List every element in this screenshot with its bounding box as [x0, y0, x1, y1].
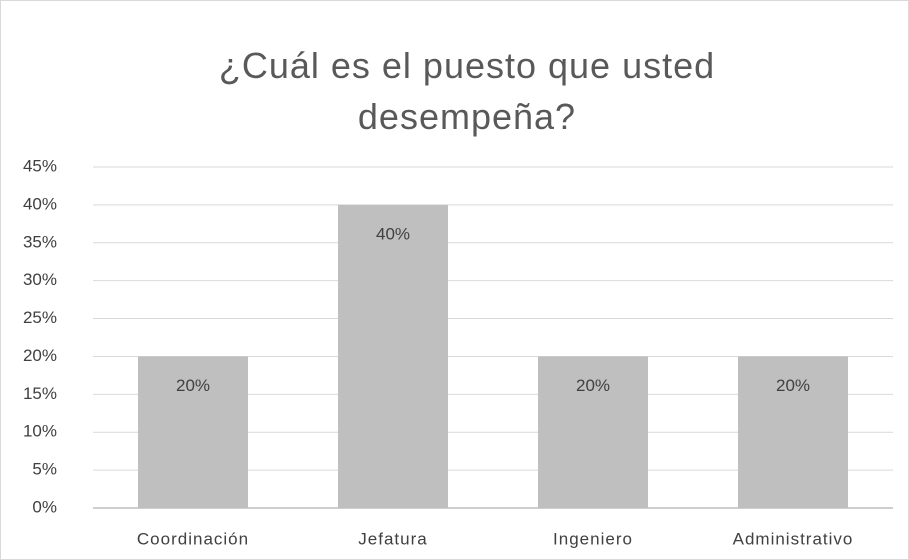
y-tick-label: 0%	[32, 497, 57, 516]
data-label: 40%	[376, 224, 410, 243]
y-tick-label: 40%	[23, 194, 57, 213]
bar	[738, 356, 848, 508]
x-tick-label: Administrativo	[733, 529, 854, 548]
y-tick-label: 30%	[23, 270, 57, 289]
y-tick-label: 45%	[23, 156, 57, 175]
y-tick-label: 35%	[23, 232, 57, 251]
y-tick-label: 10%	[23, 422, 57, 441]
data-label: 20%	[176, 376, 210, 395]
chart-title: ¿Cuál es el puesto que usted desempeña?	[218, 45, 716, 137]
data-label: 20%	[776, 376, 810, 395]
data-label: 20%	[576, 376, 610, 395]
x-tick-label: Jefatura	[358, 529, 427, 548]
x-tick-label: Coordinación	[137, 529, 249, 548]
bar	[138, 356, 248, 508]
bar	[538, 356, 648, 508]
y-tick-label: 5%	[32, 460, 57, 479]
bar	[338, 204, 448, 508]
y-tick-label: 25%	[23, 308, 57, 327]
x-tick-label: Ingeniero	[553, 529, 633, 548]
y-tick-label: 15%	[23, 384, 57, 403]
y-tick-label: 20%	[23, 346, 57, 365]
